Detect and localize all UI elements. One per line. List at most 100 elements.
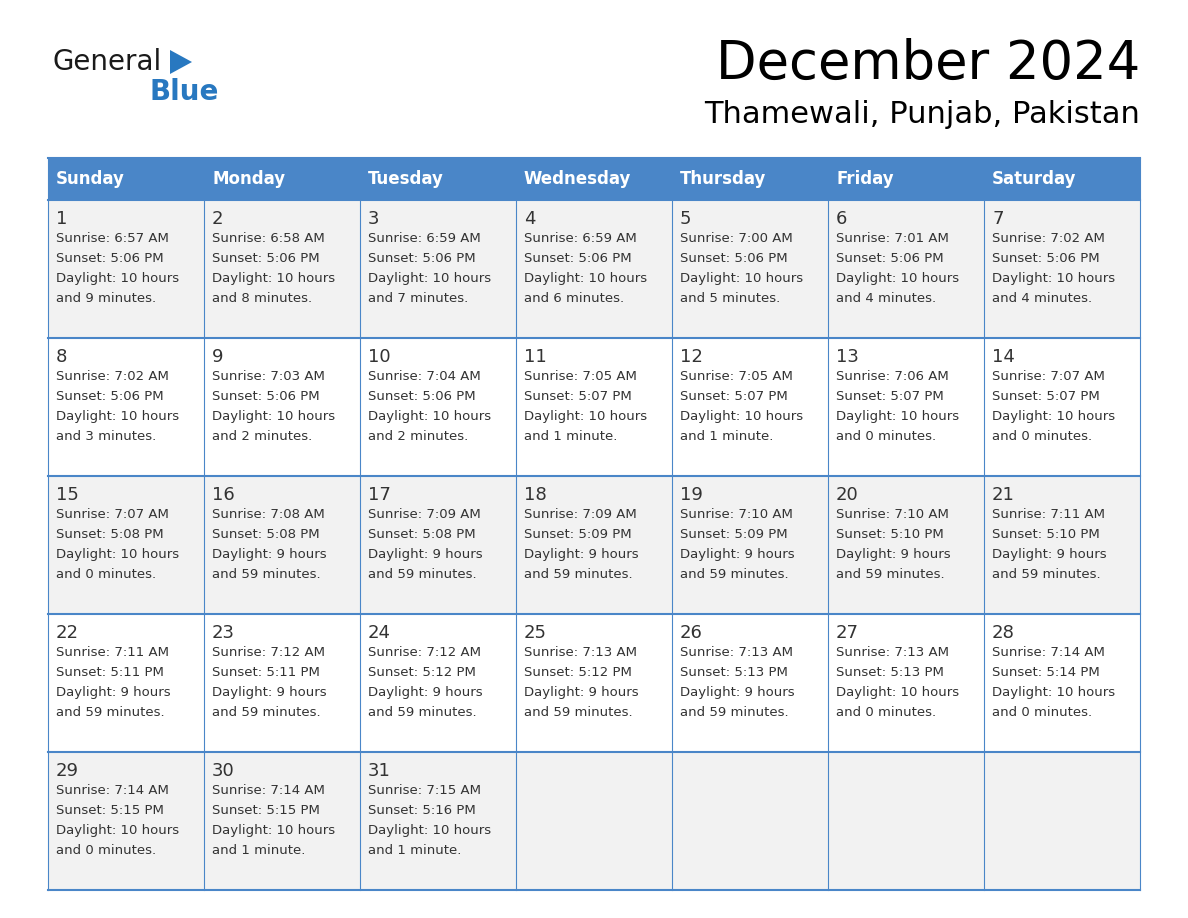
Text: Daylight: 10 hours: Daylight: 10 hours (836, 272, 959, 285)
Text: Sunset: 5:10 PM: Sunset: 5:10 PM (992, 528, 1100, 541)
Text: Sunset: 5:13 PM: Sunset: 5:13 PM (680, 666, 788, 679)
Text: Sunrise: 7:07 AM: Sunrise: 7:07 AM (56, 508, 169, 521)
Bar (204, 338, 360, 476)
Text: Sunset: 5:15 PM: Sunset: 5:15 PM (211, 804, 320, 817)
Text: and 0 minutes.: and 0 minutes. (836, 430, 936, 443)
Text: Daylight: 10 hours: Daylight: 10 hours (524, 272, 647, 285)
Text: Sunset: 5:06 PM: Sunset: 5:06 PM (56, 390, 164, 403)
Text: Sunrise: 7:01 AM: Sunrise: 7:01 AM (836, 232, 949, 245)
Text: Daylight: 10 hours: Daylight: 10 hours (680, 272, 803, 285)
Text: 2: 2 (211, 210, 223, 228)
Text: Sunrise: 7:10 AM: Sunrise: 7:10 AM (680, 508, 792, 521)
Text: and 1 minute.: and 1 minute. (524, 430, 618, 443)
Text: Thursday: Thursday (680, 170, 766, 188)
Bar (828, 752, 984, 890)
Text: and 1 minute.: and 1 minute. (368, 844, 461, 857)
Text: Sunrise: 7:12 AM: Sunrise: 7:12 AM (211, 646, 326, 659)
Bar (516, 200, 672, 338)
Bar (672, 158, 828, 200)
Text: 30: 30 (211, 762, 235, 780)
Text: and 1 minute.: and 1 minute. (211, 844, 305, 857)
Bar (984, 476, 1140, 614)
Text: 12: 12 (680, 348, 703, 366)
Text: 3: 3 (368, 210, 379, 228)
Text: Sunset: 5:09 PM: Sunset: 5:09 PM (524, 528, 632, 541)
Text: and 4 minutes.: and 4 minutes. (836, 292, 936, 305)
Text: Sunrise: 7:11 AM: Sunrise: 7:11 AM (56, 646, 169, 659)
Text: Sunset: 5:07 PM: Sunset: 5:07 PM (524, 390, 632, 403)
Bar (672, 200, 828, 338)
Text: Sunset: 5:15 PM: Sunset: 5:15 PM (56, 804, 164, 817)
Text: and 59 minutes.: and 59 minutes. (56, 706, 165, 719)
Text: Sunrise: 7:05 AM: Sunrise: 7:05 AM (524, 370, 637, 383)
Text: Sunset: 5:08 PM: Sunset: 5:08 PM (56, 528, 164, 541)
Text: Sunset: 5:08 PM: Sunset: 5:08 PM (368, 528, 475, 541)
Bar (204, 158, 360, 200)
Bar (672, 476, 828, 614)
Text: and 4 minutes.: and 4 minutes. (992, 292, 1092, 305)
Text: and 59 minutes.: and 59 minutes. (524, 568, 633, 581)
Text: 14: 14 (992, 348, 1015, 366)
Text: and 59 minutes.: and 59 minutes. (992, 568, 1100, 581)
Text: 26: 26 (680, 624, 703, 642)
Text: Daylight: 10 hours: Daylight: 10 hours (56, 824, 179, 837)
Bar (360, 200, 516, 338)
Text: Sunrise: 6:58 AM: Sunrise: 6:58 AM (211, 232, 324, 245)
Bar (516, 614, 672, 752)
Text: Sunset: 5:06 PM: Sunset: 5:06 PM (56, 252, 164, 265)
Text: Daylight: 9 hours: Daylight: 9 hours (680, 548, 795, 561)
Text: Sunrise: 7:12 AM: Sunrise: 7:12 AM (368, 646, 481, 659)
Text: Daylight: 9 hours: Daylight: 9 hours (211, 548, 327, 561)
Text: Sunrise: 7:02 AM: Sunrise: 7:02 AM (56, 370, 169, 383)
Text: Sunrise: 7:09 AM: Sunrise: 7:09 AM (524, 508, 637, 521)
Text: Sunset: 5:12 PM: Sunset: 5:12 PM (524, 666, 632, 679)
Text: 17: 17 (368, 486, 391, 504)
Text: Daylight: 10 hours: Daylight: 10 hours (836, 410, 959, 423)
Text: 4: 4 (524, 210, 536, 228)
Bar (516, 158, 672, 200)
Text: Wednesday: Wednesday (524, 170, 631, 188)
Bar (828, 158, 984, 200)
Text: Sunrise: 7:15 AM: Sunrise: 7:15 AM (368, 784, 481, 797)
Text: Daylight: 10 hours: Daylight: 10 hours (56, 272, 179, 285)
Text: and 5 minutes.: and 5 minutes. (680, 292, 781, 305)
Text: Friday: Friday (836, 170, 893, 188)
Text: Daylight: 9 hours: Daylight: 9 hours (524, 686, 639, 699)
Bar (984, 338, 1140, 476)
Text: and 2 minutes.: and 2 minutes. (211, 430, 312, 443)
Text: and 0 minutes.: and 0 minutes. (992, 430, 1092, 443)
Text: Sunrise: 6:59 AM: Sunrise: 6:59 AM (524, 232, 637, 245)
Text: and 59 minutes.: and 59 minutes. (680, 568, 789, 581)
Text: Sunset: 5:06 PM: Sunset: 5:06 PM (368, 390, 475, 403)
Text: Sunset: 5:07 PM: Sunset: 5:07 PM (992, 390, 1100, 403)
Bar (672, 338, 828, 476)
Text: Daylight: 9 hours: Daylight: 9 hours (836, 548, 950, 561)
Text: Sunrise: 7:07 AM: Sunrise: 7:07 AM (992, 370, 1105, 383)
Bar (204, 752, 360, 890)
Text: Sunset: 5:06 PM: Sunset: 5:06 PM (211, 252, 320, 265)
Text: Sunrise: 7:04 AM: Sunrise: 7:04 AM (368, 370, 481, 383)
Text: Sunrise: 7:03 AM: Sunrise: 7:03 AM (211, 370, 324, 383)
Text: Daylight: 9 hours: Daylight: 9 hours (992, 548, 1107, 561)
Text: and 6 minutes.: and 6 minutes. (524, 292, 624, 305)
Text: Sunset: 5:06 PM: Sunset: 5:06 PM (211, 390, 320, 403)
Text: 23: 23 (211, 624, 235, 642)
Bar (48, 338, 204, 476)
Text: 29: 29 (56, 762, 78, 780)
Text: Sunset: 5:11 PM: Sunset: 5:11 PM (56, 666, 164, 679)
Text: and 59 minutes.: and 59 minutes. (211, 706, 321, 719)
Bar (360, 614, 516, 752)
Bar (516, 338, 672, 476)
Text: Sunrise: 6:57 AM: Sunrise: 6:57 AM (56, 232, 169, 245)
Text: Daylight: 9 hours: Daylight: 9 hours (368, 686, 482, 699)
Text: Daylight: 10 hours: Daylight: 10 hours (211, 410, 335, 423)
Text: and 0 minutes.: and 0 minutes. (836, 706, 936, 719)
Text: Sunrise: 7:10 AM: Sunrise: 7:10 AM (836, 508, 949, 521)
Text: General: General (52, 48, 162, 76)
Text: 6: 6 (836, 210, 847, 228)
Bar (516, 476, 672, 614)
Text: 9: 9 (211, 348, 223, 366)
Text: 13: 13 (836, 348, 859, 366)
Text: Sunrise: 7:14 AM: Sunrise: 7:14 AM (211, 784, 324, 797)
Text: 18: 18 (524, 486, 546, 504)
